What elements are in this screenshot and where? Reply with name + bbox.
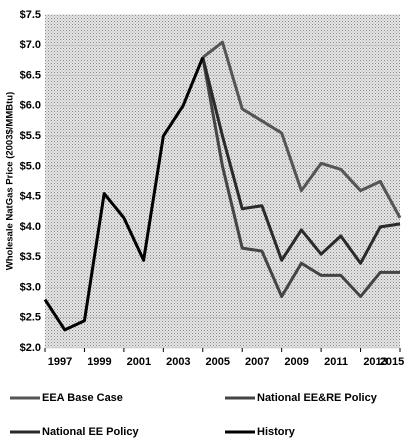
- plot-area: [45, 15, 400, 348]
- x-tick-label: 2003: [166, 356, 190, 368]
- y-axis-label: Wholesale NatGas Price (2003$/MMBtu): [5, 92, 16, 270]
- x-tick-label: 2011: [324, 356, 348, 368]
- x-tick-label: 2007: [245, 356, 269, 368]
- x-tick-label: 1997: [48, 356, 72, 368]
- x-tick-label: 2001: [127, 356, 151, 368]
- x-tick-label: 1999: [87, 356, 111, 368]
- legend-label: EEA Base Case: [42, 392, 123, 404]
- y-tick-label: $5.0: [20, 160, 41, 172]
- y-tick-label: $4.0: [20, 221, 41, 233]
- legend-label: National EE Policy: [42, 426, 139, 438]
- legend-label: National EE&RE Policy: [257, 392, 378, 404]
- y-tick-label: $6.5: [20, 69, 41, 81]
- y-tick-label: $5.5: [20, 130, 41, 142]
- y-tick-label: $4.5: [20, 191, 41, 203]
- series-line: [201, 57, 400, 299]
- series-line: [201, 40, 402, 219]
- y-tick-label: $2.5: [20, 312, 41, 324]
- x-tick-label: 2009: [284, 356, 308, 368]
- y-tick-label: $7.0: [20, 39, 41, 51]
- y-tick-label: $2.0: [20, 342, 41, 354]
- series-line: [43, 56, 205, 332]
- y-tick-label: $7.5: [20, 9, 41, 21]
- x-tick-label: 2015: [380, 356, 404, 368]
- series-line: [201, 57, 401, 265]
- x-tick-label: 2013: [363, 356, 387, 368]
- y-tick-label: $3.0: [20, 281, 41, 293]
- legend-label: History: [257, 426, 296, 438]
- y-tick-label: $3.5: [20, 251, 41, 263]
- y-tick-label: $6.0: [20, 100, 41, 112]
- x-tick-label: 2005: [206, 356, 230, 368]
